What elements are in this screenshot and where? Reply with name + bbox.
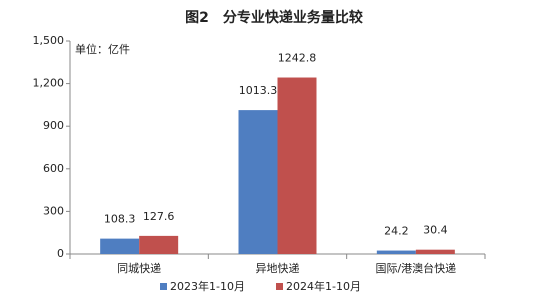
- value-label: 30.4: [423, 224, 448, 237]
- value-label: 24.2: [384, 225, 409, 238]
- value-label: 1013.3: [239, 84, 278, 97]
- y-tick-label: 0: [57, 247, 64, 260]
- bar: [277, 77, 317, 254]
- y-tick-label: 1,200: [33, 77, 65, 90]
- legend-label: 2024年1-10月: [286, 279, 361, 293]
- bar: [100, 238, 140, 254]
- legend-label: 2023年1-10月: [170, 279, 245, 293]
- y-tick-label: 300: [43, 204, 64, 217]
- unit-label: 单位：亿件: [75, 42, 130, 56]
- x-tick-label: 异地快递: [256, 261, 300, 275]
- value-label: 108.3: [104, 213, 136, 226]
- bar: [415, 249, 455, 254]
- y-tick-label: 600: [43, 162, 64, 175]
- bar: [139, 235, 179, 254]
- chart-title: 图2 分专业快递业务量比较: [185, 9, 363, 26]
- bar: [238, 110, 278, 255]
- value-label: 127.6: [143, 210, 175, 223]
- bar: [376, 250, 416, 254]
- legend-swatch: [276, 283, 283, 290]
- x-tick-label: 同城快递: [117, 261, 161, 275]
- y-tick-label: 900: [43, 119, 64, 132]
- y-tick-label: 1,500: [33, 34, 65, 47]
- x-tick-label: 国际/港澳台快递: [375, 261, 456, 275]
- legend-swatch: [160, 283, 167, 290]
- value-label: 1242.8: [278, 52, 317, 65]
